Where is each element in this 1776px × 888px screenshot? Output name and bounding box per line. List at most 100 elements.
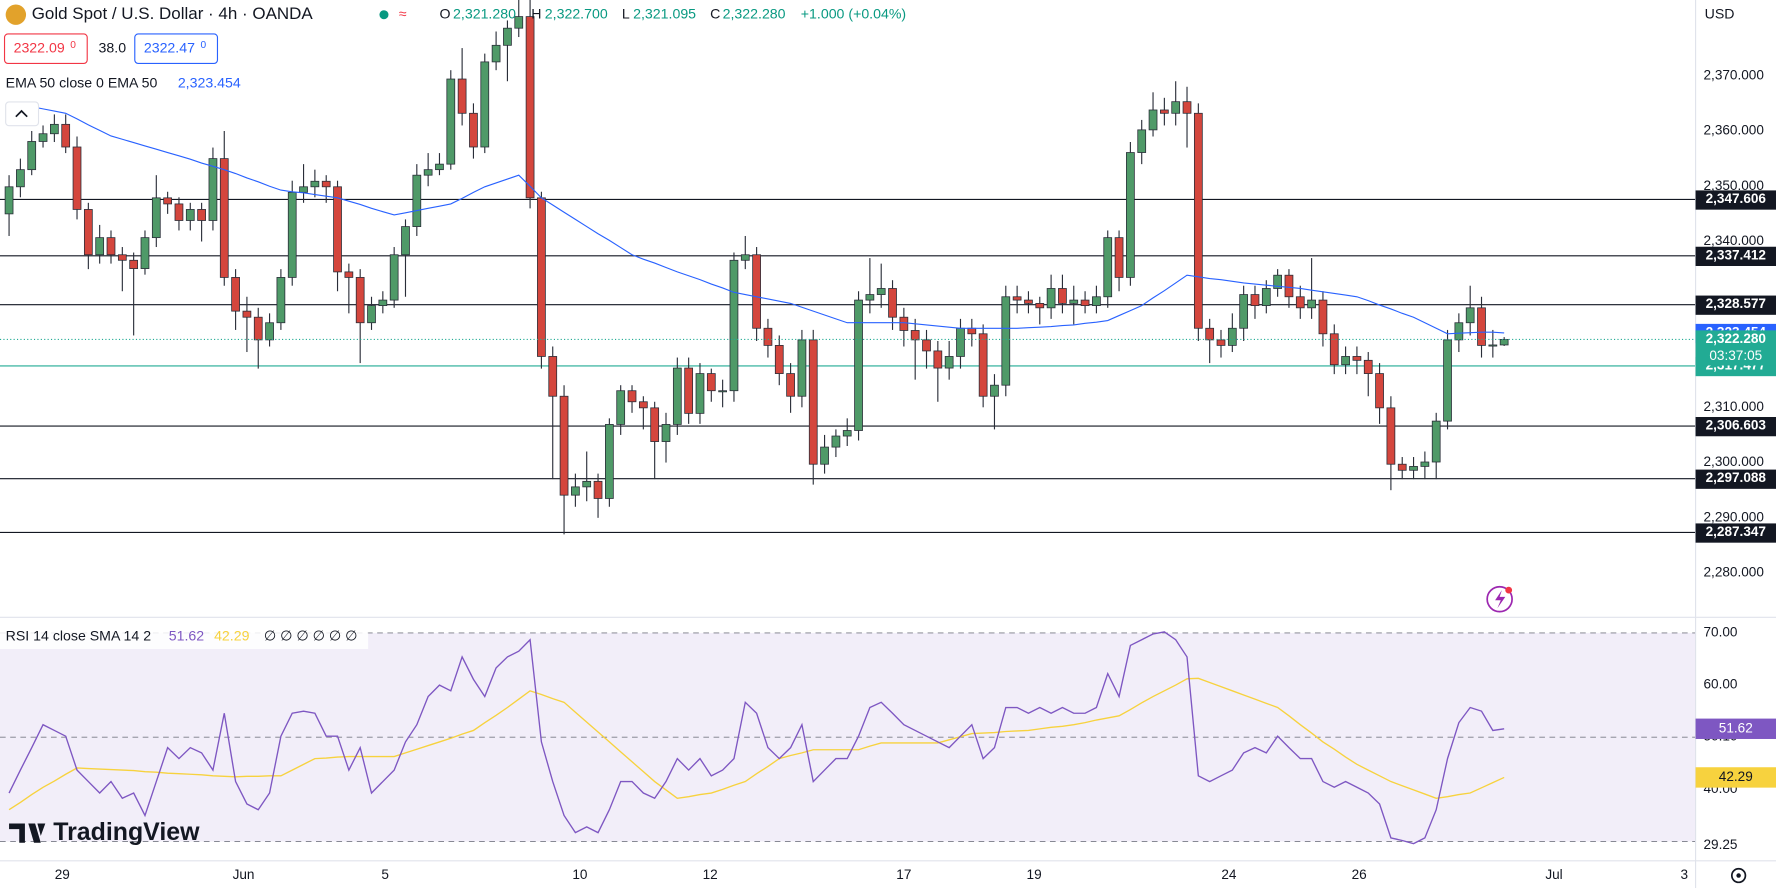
candle-body — [435, 163, 444, 171]
symbol-title[interactable]: Gold Spot / U.S. Dollar · 4h · OANDA — [32, 4, 314, 23]
candle-body — [990, 384, 999, 397]
candle-body — [117, 254, 127, 261]
y-tick-label: 70.00 — [1704, 625, 1738, 640]
logo-text[interactable]: TradingView — [53, 818, 200, 846]
y-tick-label: 2,370.000 — [1704, 67, 1765, 82]
y-tick-label: 2,290.000 — [1704, 509, 1765, 524]
settings-icon[interactable] — [1730, 867, 1747, 884]
candle-body — [1488, 344, 1498, 347]
rsi-legend[interactable]: RSI 14 close SMA 14 2 — [6, 627, 152, 643]
candle-body — [1284, 274, 1294, 298]
level-label: 2,297.088 — [1706, 470, 1767, 485]
buy-price[interactable]: 2322.47 — [144, 39, 195, 55]
candle-body — [106, 237, 116, 256]
candle-body — [638, 401, 648, 409]
rsi-line — [8, 677, 1505, 811]
candle-body — [922, 339, 931, 352]
candle-body — [1148, 109, 1158, 131]
candle-body — [661, 424, 671, 442]
candle-body — [16, 169, 25, 188]
y-tick-label: 29.25 — [1704, 837, 1738, 852]
candle-body — [185, 209, 195, 221]
candle-body — [1386, 407, 1396, 465]
candle-body — [1261, 288, 1271, 307]
high-value: 2,322.700 — [545, 5, 608, 21]
candle-body — [151, 197, 161, 239]
candle-body — [1363, 359, 1373, 374]
candle-body — [208, 158, 218, 221]
candle-body — [1103, 237, 1113, 298]
candle-body — [797, 339, 807, 397]
candle-body — [503, 27, 512, 46]
candle-body — [1295, 296, 1305, 309]
last-price-label: 2,322.280 — [1706, 331, 1766, 346]
candle-body — [616, 390, 626, 425]
collapse-caret — [15, 109, 28, 118]
sma-legend-value: 42.29 — [214, 627, 250, 643]
level-label-bg — [1695, 523, 1776, 543]
spread: 38.0 — [99, 39, 127, 55]
candle-body — [50, 123, 59, 135]
candle-body — [672, 367, 682, 425]
candle-body — [140, 237, 150, 269]
candle-body — [38, 133, 48, 142]
candle-body — [1126, 152, 1135, 278]
candle-body — [367, 305, 376, 324]
candle-body — [1193, 112, 1203, 329]
candle-body — [174, 203, 184, 221]
series-value-label-bg — [1695, 767, 1776, 788]
candle-body — [4, 186, 14, 215]
candle-body — [1329, 333, 1339, 366]
candle-body — [1216, 339, 1226, 346]
data-flag[interactable]: ≈ — [399, 5, 407, 21]
collapse-button[interactable] — [5, 101, 40, 127]
candle-body — [344, 271, 354, 278]
market-status[interactable] — [379, 10, 389, 20]
candle-body — [786, 373, 795, 397]
candle-body — [593, 480, 603, 499]
candle-body — [774, 345, 784, 374]
low-value: 2,321.095 — [633, 5, 696, 21]
level-label-bg — [1695, 246, 1776, 266]
sell-price-tail[interactable]: 0 — [70, 40, 76, 51]
currency[interactable]: USD — [1705, 5, 1735, 21]
alert-dot — [1505, 586, 1513, 594]
candle-body — [1012, 296, 1022, 301]
candle-body — [1465, 307, 1475, 324]
y-tick-label: 2,280.000 — [1704, 565, 1765, 580]
candle-body — [446, 78, 456, 165]
candle-body — [1420, 461, 1430, 467]
x-tick-label: 12 — [703, 867, 718, 882]
candle-body — [355, 277, 365, 324]
level-label: 2,306.603 — [1706, 418, 1767, 433]
candle-body — [1092, 296, 1101, 307]
candle-body — [265, 322, 274, 341]
candle-body — [808, 339, 818, 465]
candle-body — [1035, 303, 1045, 309]
level-label-bg — [1695, 190, 1776, 210]
buy-price-tail[interactable]: 0 — [200, 40, 206, 51]
candle-body — [933, 350, 943, 369]
candle-body — [27, 141, 37, 171]
candle-body — [684, 367, 694, 414]
candle-body — [718, 390, 727, 393]
settings-icon-center — [1736, 873, 1741, 878]
candle-body — [650, 407, 660, 442]
candle-body — [242, 310, 252, 318]
sell-price[interactable]: 2322.09 — [14, 39, 65, 55]
candle-body — [1069, 299, 1079, 304]
rsi-legend-bg — [0, 625, 369, 650]
sell-button[interactable] — [3, 33, 88, 64]
buy-button[interactable] — [134, 33, 219, 64]
ema-legend[interactable]: EMA 50 close 0 EMA 50 — [6, 75, 158, 91]
last-price-label-bg — [1695, 330, 1776, 366]
candle-body — [876, 288, 886, 295]
candle-body — [537, 197, 546, 357]
candle-body — [491, 44, 501, 63]
candle-body — [469, 112, 478, 148]
x-tick-label: 17 — [896, 867, 911, 882]
candle-body — [854, 299, 863, 431]
candle-body — [1375, 373, 1384, 409]
